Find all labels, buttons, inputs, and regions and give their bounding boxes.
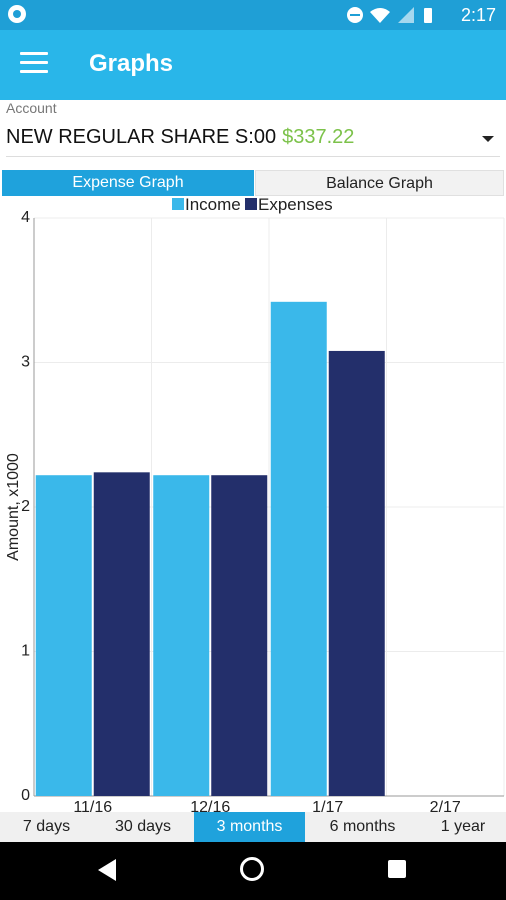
status-bar: 2:17 bbox=[0, 0, 506, 30]
status-time: 2:17 bbox=[460, 5, 496, 25]
x-tick-label: 12/16 bbox=[190, 799, 230, 812]
x-tick-label: 1/17 bbox=[312, 799, 343, 812]
period-1-year[interactable]: 1 year bbox=[440, 818, 486, 835]
tab-expense-graph[interactable]: Expense Graph bbox=[2, 170, 254, 196]
y-tick-label: 4 bbox=[21, 209, 30, 226]
bar-income-12-16 bbox=[153, 475, 210, 796]
legend-label-expenses: Expenses bbox=[258, 196, 333, 214]
expense-chart: 0 1 2 3 4 11/16 12/16 1/17 2/17 Amount, x1000 Inco… bbox=[5, 196, 505, 812]
account-name: NEW REGULAR SHARE S:00 bbox=[6, 126, 277, 148]
wifi-icon bbox=[370, 8, 390, 23]
bar-income-11-16 bbox=[35, 475, 92, 796]
bar-expenses-11-16 bbox=[93, 472, 150, 796]
x-tick-label: 11/16 bbox=[73, 799, 112, 812]
navigation-bar bbox=[0, 842, 506, 900]
back-icon[interactable] bbox=[98, 859, 116, 881]
app-bar: Graphs bbox=[0, 30, 506, 100]
x-tick-label: 2/17 bbox=[430, 799, 461, 812]
period-30-days[interactable]: 30 days bbox=[114, 818, 172, 835]
y-tick-label: 2 bbox=[21, 498, 30, 515]
y-axis-label: Amount, x1000 bbox=[5, 453, 22, 561]
legend-swatch-expenses bbox=[245, 198, 257, 210]
signal-icon bbox=[398, 7, 414, 23]
legend-swatch-income bbox=[172, 198, 184, 210]
home-icon[interactable] bbox=[240, 857, 264, 881]
bar-expenses-1-17 bbox=[328, 350, 385, 796]
y-tick-label: 3 bbox=[21, 354, 30, 371]
bar-income-1-17 bbox=[270, 301, 327, 796]
recent-apps-icon[interactable] bbox=[388, 860, 406, 878]
period-7-days[interactable]: 7 days bbox=[22, 818, 71, 835]
account-balance: $337.22 bbox=[282, 126, 355, 148]
status-icons bbox=[347, 7, 432, 23]
y-tick-label: 0 bbox=[21, 787, 30, 804]
page-title: Graphs bbox=[89, 50, 174, 77]
period-bar: 7 days 30 days 3 months 6 months 1 year bbox=[0, 812, 506, 842]
y-tick-label: 1 bbox=[21, 643, 30, 660]
tab-balance-graph[interactable]: Balance Graph bbox=[255, 170, 504, 196]
menu-icon[interactable] bbox=[20, 52, 48, 76]
dropdown-arrow-icon[interactable] bbox=[482, 136, 494, 142]
account-dropdown[interactable]: NEW REGULAR SHARE S:00 $337.22 bbox=[6, 126, 500, 157]
period-6-months[interactable]: 6 months bbox=[329, 818, 396, 835]
battery-icon bbox=[424, 8, 432, 23]
graph-tabs: Expense Graph Balance Graph bbox=[0, 170, 506, 196]
period-3-months[interactable]: 3 months bbox=[194, 812, 305, 842]
account-label: Account bbox=[6, 100, 57, 116]
legend-label-income: Income bbox=[185, 196, 241, 214]
sync-icon bbox=[8, 5, 26, 23]
bar-expenses-12-16 bbox=[211, 475, 268, 796]
